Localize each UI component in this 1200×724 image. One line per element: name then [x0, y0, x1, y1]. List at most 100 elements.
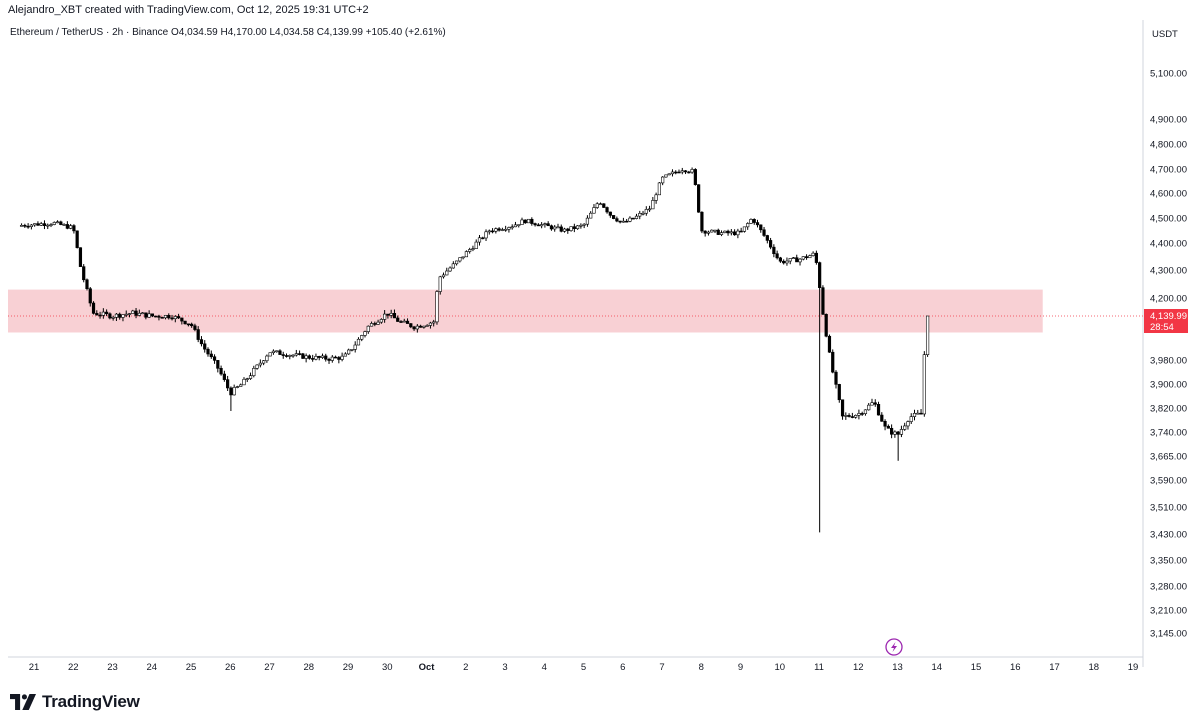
- candle: [118, 312, 122, 320]
- candle: [840, 399, 845, 420]
- time-tick-label: 3: [502, 662, 507, 673]
- candle: [602, 203, 606, 209]
- candle: [167, 313, 171, 320]
- candle: [304, 353, 308, 363]
- candle: [356, 337, 361, 346]
- candle: [19, 223, 24, 227]
- candle: [497, 227, 501, 232]
- candle: [886, 424, 890, 429]
- candle: [700, 211, 704, 234]
- candle: [248, 372, 253, 380]
- candle: [333, 355, 338, 359]
- candle: [150, 313, 155, 318]
- candle: [190, 322, 194, 328]
- ohlc-open: O4,034.59: [171, 27, 218, 38]
- candle: [762, 226, 766, 237]
- candle: [95, 310, 99, 316]
- candle: [376, 319, 380, 325]
- candle: [605, 206, 609, 214]
- candle: [821, 285, 825, 315]
- candle: [278, 349, 282, 355]
- candle: [59, 220, 63, 226]
- candle: [127, 313, 132, 318]
- candle: [105, 309, 109, 317]
- time-tick-label: 17: [1049, 662, 1060, 673]
- candle: [82, 264, 86, 283]
- symbol-title[interactable]: Ethereum / TetherUS · 2h · Binance: [10, 27, 169, 38]
- candle: [785, 257, 789, 266]
- candle: [651, 196, 655, 210]
- candle: [284, 353, 289, 358]
- price-tick-label: 3,820.00: [1150, 404, 1187, 415]
- candle: [500, 227, 504, 232]
- resistance-zone[interactable]: [8, 289, 1043, 333]
- candle: [647, 205, 652, 212]
- price-tick-label: 4,800.00: [1150, 140, 1187, 151]
- candle: [523, 219, 527, 224]
- candle: [199, 336, 204, 347]
- candle: [226, 375, 230, 392]
- candle: [883, 419, 887, 431]
- candle: [746, 222, 750, 230]
- candle: [23, 223, 27, 228]
- candle: [804, 254, 809, 260]
- candle: [294, 349, 298, 357]
- candle: [507, 226, 511, 233]
- price-tick-label: 5,100.00: [1150, 69, 1187, 80]
- candle: [203, 340, 207, 353]
- candle: [347, 348, 351, 355]
- candle: [540, 222, 544, 229]
- candle: [242, 377, 246, 386]
- candle: [772, 244, 776, 258]
- candle: [281, 351, 285, 359]
- candle: [101, 308, 105, 319]
- time-tick-label: 13: [892, 662, 903, 673]
- candle: [402, 318, 406, 323]
- candle: [677, 169, 681, 174]
- candle: [782, 259, 786, 265]
- time-tick-label: 8: [699, 662, 704, 673]
- lightning-icon[interactable]: [885, 638, 903, 656]
- candle: [268, 352, 272, 357]
- candle: [474, 239, 478, 249]
- candle: [670, 169, 675, 177]
- candle: [389, 309, 393, 319]
- candle: [396, 315, 400, 322]
- candle: [271, 349, 276, 355]
- candle: [363, 330, 367, 338]
- time-tick-label: 27: [264, 662, 275, 673]
- candle: [131, 309, 135, 314]
- candle: [716, 228, 720, 236]
- candle: [137, 309, 141, 317]
- tradingview-logo[interactable]: TradingView: [10, 690, 140, 714]
- candle: [170, 314, 174, 321]
- candle: [556, 223, 560, 229]
- candle: [559, 224, 563, 233]
- candle: [592, 204, 596, 214]
- candle: [114, 312, 119, 321]
- time-tick-label: 12: [853, 662, 864, 673]
- candle: [275, 350, 279, 353]
- candle: [899, 425, 904, 438]
- candle: [778, 256, 783, 263]
- ohlc-low: L4,034.58: [269, 27, 314, 38]
- time-tick-label: 19: [1128, 662, 1139, 673]
- currency-label[interactable]: USDT: [1152, 29, 1178, 40]
- candle: [147, 310, 151, 318]
- time-tick-label: 18: [1088, 662, 1099, 673]
- candle: [301, 352, 305, 359]
- price-tick-label: 4,700.00: [1150, 165, 1187, 176]
- candle: [579, 223, 583, 229]
- candle: [432, 319, 436, 327]
- candle: [549, 224, 554, 231]
- time-tick-label: 30: [382, 662, 393, 673]
- candle: [235, 385, 240, 389]
- candle: [703, 230, 707, 237]
- candle: [683, 170, 688, 175]
- candle: [510, 224, 514, 230]
- candle: [42, 220, 47, 230]
- candle: [157, 314, 161, 321]
- candle: [98, 311, 102, 319]
- candle: [873, 399, 877, 407]
